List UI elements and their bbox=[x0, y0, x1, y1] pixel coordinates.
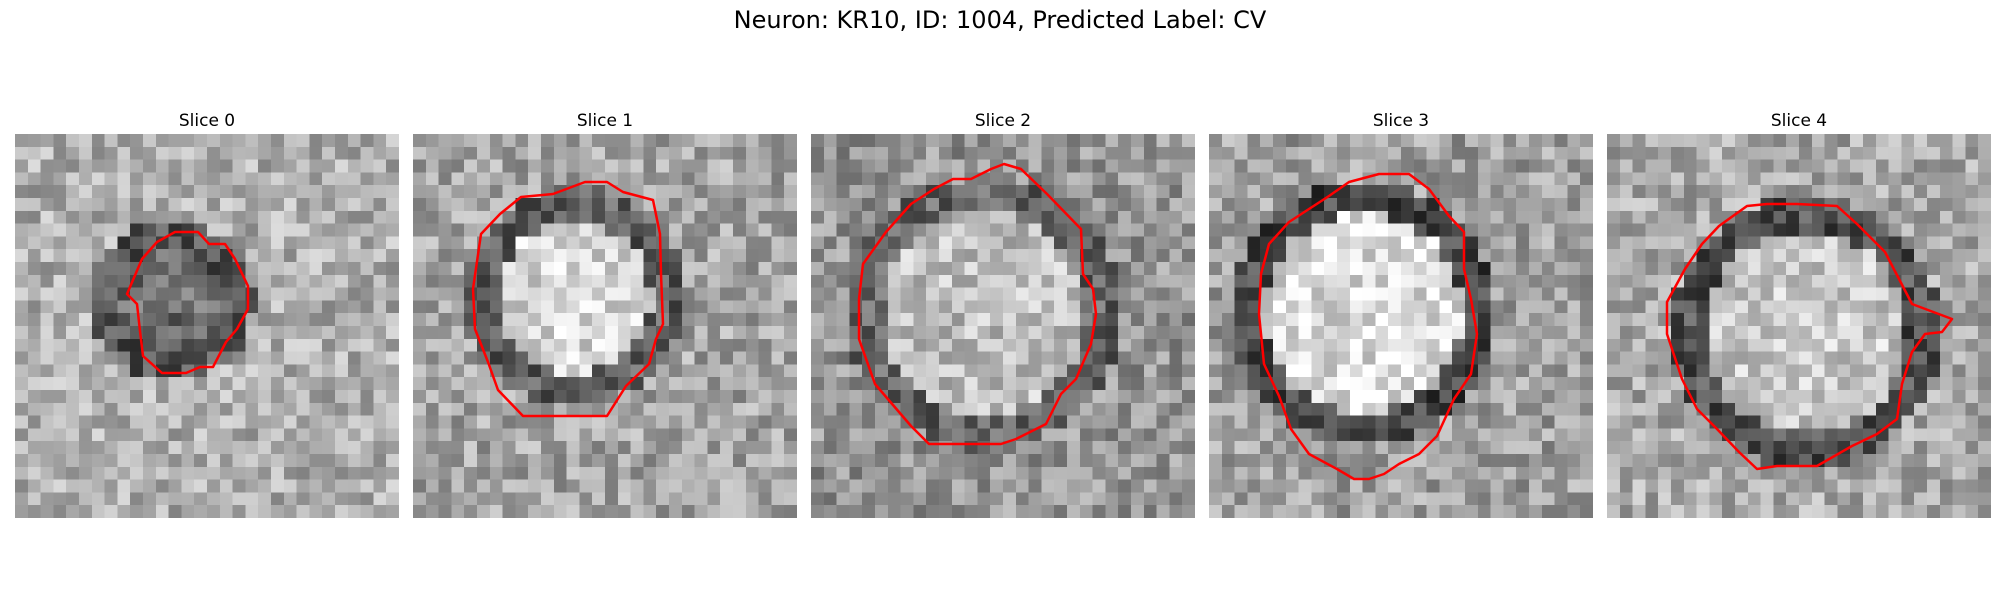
slice-title-2: Slice 2 bbox=[974, 111, 1032, 131]
micrograph-slice-2 bbox=[811, 134, 1195, 518]
slice-title-1: Slice 1 bbox=[576, 111, 634, 131]
micrograph-slice-0 bbox=[15, 134, 399, 518]
slice-title-0: Slice 0 bbox=[178, 111, 236, 131]
vesicle-contour-2 bbox=[857, 162, 1098, 446]
slice-panel-0: Slice 0 bbox=[15, 108, 399, 518]
slice-title-4: Slice 4 bbox=[1770, 111, 1828, 131]
vesicle-contour-0 bbox=[125, 230, 250, 375]
slice-panel-4: Slice 4 bbox=[1607, 108, 1991, 518]
slice-panel-3: Slice 3 bbox=[1209, 108, 1593, 518]
slice-panel-2: Slice 2 bbox=[811, 108, 1195, 518]
micrograph-slice-1 bbox=[413, 134, 797, 518]
slice-panel-1: Slice 1 bbox=[413, 108, 797, 518]
slice-title-3: Slice 3 bbox=[1372, 111, 1430, 131]
figure-title: Neuron: KR10, ID: 1004, Predicted Label:… bbox=[733, 6, 1267, 34]
vesicle-contour-3 bbox=[1257, 172, 1479, 481]
micrograph-slice-3 bbox=[1209, 134, 1593, 518]
vesicle-contour-1 bbox=[471, 180, 665, 418]
vesicle-contour-4 bbox=[1665, 202, 1954, 471]
micrograph-slice-4 bbox=[1607, 134, 1991, 518]
